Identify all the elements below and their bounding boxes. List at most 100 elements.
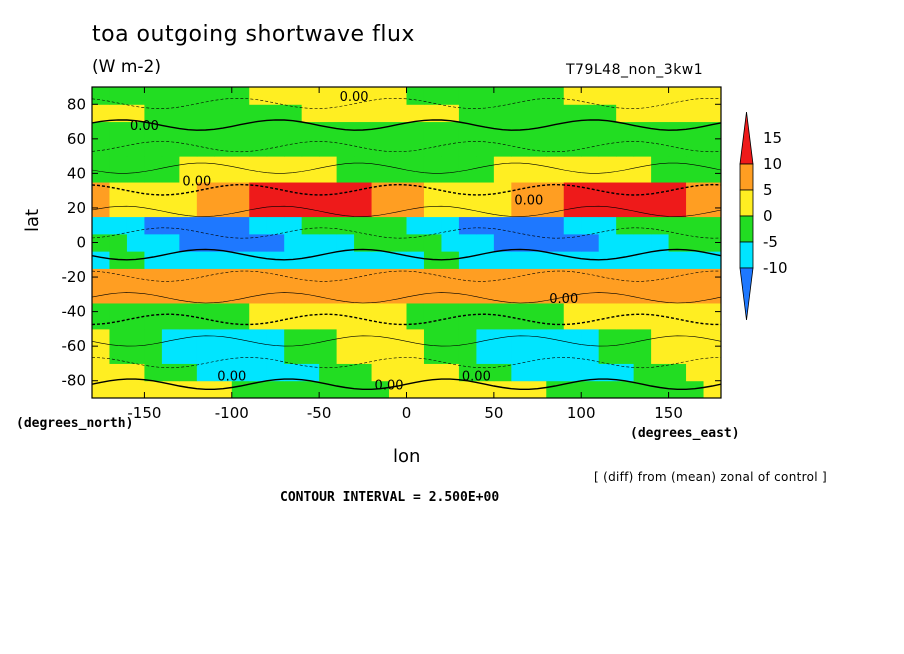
heatmap-cell [598,216,617,235]
heatmap-cell [441,182,460,218]
contour-label: 0.00 [182,174,211,189]
units-label: (W m-2) [92,57,161,77]
heatmap-cell [423,121,442,157]
contour-line [92,183,721,196]
heatmap-cell [581,156,600,183]
heatmap-cell [458,87,477,105]
heatmap-cell [354,268,373,304]
heatmap-cell [179,380,198,398]
x-tick-label: -150 [127,404,161,422]
heatmap-cell [511,268,530,304]
heatmap-cell [109,182,128,218]
heatmap-cell [703,216,721,235]
heatmap-cell [546,216,565,235]
heatmap-cell [686,363,705,382]
heatmap-cell [389,233,407,252]
heatmap-cell [441,104,460,123]
heatmap-cell [703,328,721,364]
heatmap-cell [546,328,565,364]
x-tick-label: 50 [484,404,503,422]
heatmap-cell [493,233,512,252]
y-tick-label: -40 [62,303,87,321]
y-tick-label: -80 [62,372,87,390]
heatmap-cell [493,380,512,398]
heatmap-cell [179,233,198,252]
heatmap-cell [371,328,390,364]
heatmap-cell [266,302,285,330]
contour-line [92,162,721,174]
x-tick-label: 100 [567,404,596,422]
heatmap-cell [109,363,128,382]
heatmap-cell [249,268,268,304]
heatmap-cell [528,216,547,235]
heatmap-cell [493,363,512,382]
heatmap-cell [389,302,407,330]
heatmap-cell [581,121,600,157]
heatmap-cell [92,268,110,304]
heatmap-cell [354,216,373,235]
heatmap-cell [231,87,250,105]
x-tick-label: -50 [307,404,332,422]
heatmap-cell [336,182,355,218]
heatmap-cell [126,216,145,235]
heatmap-cell [336,328,355,364]
heatmap-cell [563,380,582,398]
heatmap-cell [668,233,687,252]
heatmap-cell [161,363,180,382]
heatmap-cell [703,268,721,304]
heatmap-cell [336,380,355,398]
contour-label: 0.00 [340,90,369,105]
heatmap-cell [563,87,582,105]
contour-line [92,378,721,390]
heatmap-cell [633,87,652,105]
heatmap-cell [336,251,355,269]
heatmap-cell [336,268,355,304]
heatmap-cell [546,121,565,157]
heatmap-cell [493,268,512,304]
heatmap-cell [266,268,285,304]
heatmap-cell [703,121,721,157]
heatmap-cell [389,363,407,382]
heatmap-cell [546,104,565,123]
heatmap-cell [249,87,268,105]
heatmap-cell [336,87,355,105]
heatmap-cell [511,328,530,364]
heatmap-cell [161,302,180,330]
heatmap-cell [284,182,303,218]
heatmap-cell [109,302,128,330]
heatmap-cell [476,121,495,157]
heatmap-cell [651,121,670,157]
heatmap-cell [598,121,617,157]
heatmap-cell [126,233,145,252]
heatmap-cell [546,156,565,183]
heatmap-cell [476,268,495,304]
heatmap-cell [406,268,425,304]
heatmap-cell [354,104,373,123]
heatmap-cell [406,380,425,398]
heatmap-cell [266,104,285,123]
heatmap-cell [126,380,145,398]
heatmap-cell [354,328,373,364]
heatmap-cell [528,363,547,382]
heatmap-cell [319,104,338,123]
heatmap-cell [546,302,565,330]
heatmap-cell [144,251,163,269]
heatmap-cell [319,121,338,157]
heatmap-cell [179,156,198,183]
heatmap-cell [336,216,355,235]
heatmap-cell [231,216,250,235]
y-axis-label: lat [22,208,43,232]
heatmap-cell [406,302,425,330]
heatmap-cell [144,302,163,330]
heatmap-cell [493,216,512,235]
heatmap-cell [598,363,617,382]
heatmap-cell [371,302,390,330]
y-tick-label: 0 [76,234,86,252]
heatmap-cell [92,233,110,252]
heatmap-cell [319,251,338,269]
heatmap-cell [563,216,582,235]
heatmap-cell [651,216,670,235]
heatmap-cell [144,121,163,157]
heatmap-cell [528,302,547,330]
heatmap-cell [92,87,110,105]
